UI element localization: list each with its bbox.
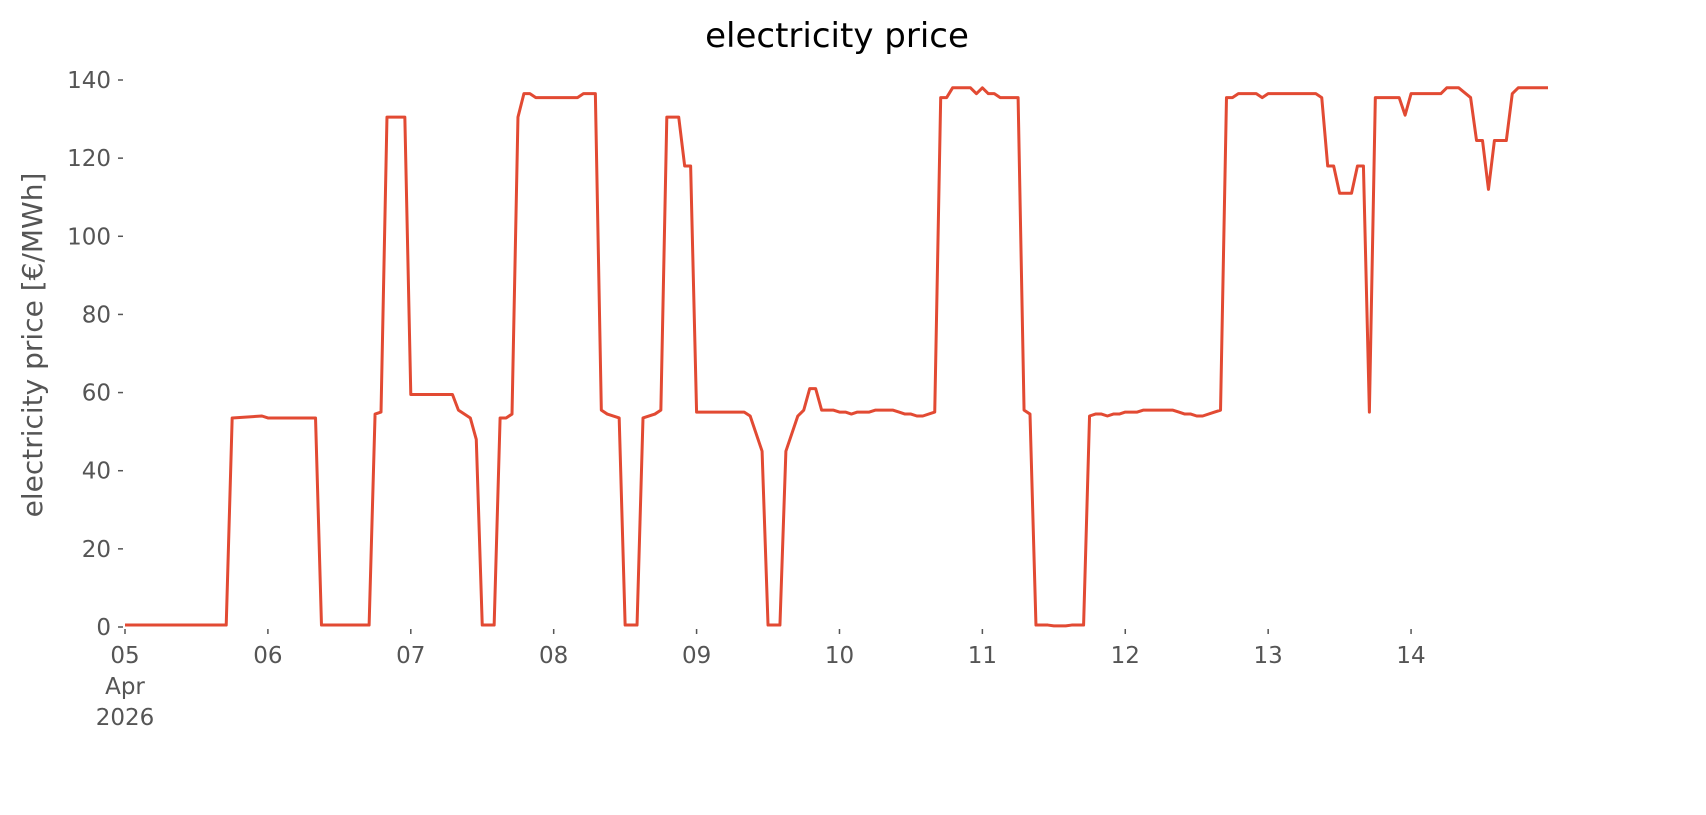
x-tick-label: 13 — [1254, 643, 1283, 669]
x-tick-label: 14 — [1396, 643, 1425, 669]
x-tick-label: 06 — [253, 643, 282, 669]
x-tick-label: 10 — [825, 643, 854, 669]
y-tick-label: 120 — [67, 146, 111, 172]
chart-title: electricity price — [705, 16, 969, 56]
x-tick-label: 07 — [396, 643, 425, 669]
y-axis-label: electricity price [€/MWh] — [16, 173, 49, 518]
x-tick-label: 05 Apr 2026 — [96, 643, 155, 731]
x-tick-label: 11 — [968, 643, 997, 669]
y-tick-label: 40 — [82, 459, 111, 485]
x-tick-label: 12 — [1111, 643, 1140, 669]
y-tick-label: 100 — [67, 224, 111, 250]
y-tick-label: 0 — [96, 615, 111, 641]
x-tick-label: 08 — [539, 643, 568, 669]
x-tick-label: 09 — [682, 643, 711, 669]
price-line — [125, 86, 1548, 628]
y-tick-label: 80 — [82, 302, 111, 328]
y-tick-label: 20 — [82, 537, 111, 563]
y-tick-label: 60 — [82, 381, 111, 407]
y-tick-label: 140 — [67, 68, 111, 94]
